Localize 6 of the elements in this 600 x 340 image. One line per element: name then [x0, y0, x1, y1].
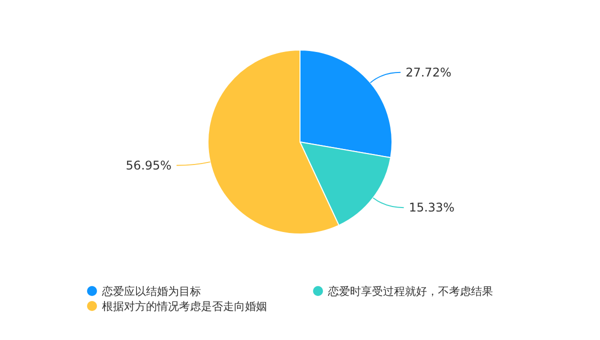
legend-label: 恋爱应以结婚为目标: [101, 285, 201, 298]
data-label: 15.33%: [408, 200, 455, 215]
data-label: 27.72%: [406, 65, 452, 80]
legend-label: 根据对方的情况考虑是否走向婚姻: [102, 300, 267, 313]
data-label: 56.95%: [126, 158, 172, 172]
legend-label: 恋爱时享受过程就好，不考虑结果: [327, 285, 493, 298]
